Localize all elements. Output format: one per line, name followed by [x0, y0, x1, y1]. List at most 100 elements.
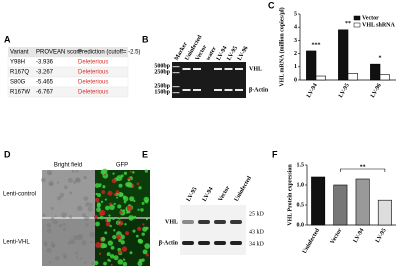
- gfp-cell: [94, 197, 100, 203]
- gel-band: [214, 68, 222, 70]
- gfp-cell: [138, 258, 143, 263]
- gfp-cell: [98, 184, 101, 188]
- gfp-cell: [140, 208, 144, 212]
- gel-band: [172, 66, 180, 68]
- lane-label: LV-96: [237, 45, 250, 61]
- gfp-cell: [142, 223, 145, 226]
- bf-texture: [91, 261, 95, 265]
- bf-texture: [73, 180, 77, 184]
- bf-texture: [87, 206, 93, 212]
- table-cell: R167Q: [10, 70, 29, 76]
- x-tick-label: LV-95: [375, 228, 388, 244]
- gfp-cell: [123, 171, 128, 175]
- panel-label: E: [142, 149, 148, 159]
- gfp-cell: [97, 193, 102, 198]
- panel-label: A: [4, 34, 11, 44]
- lane-label: LV-94: [202, 186, 215, 202]
- gfp-cell: [109, 254, 115, 259]
- gfp-cell: [127, 179, 131, 182]
- size-label: 250bp: [154, 69, 170, 75]
- gfp-cell: [107, 240, 114, 246]
- bf-texture: [52, 244, 56, 248]
- gfp-cell: [118, 217, 121, 220]
- bf-texture: [77, 205, 83, 212]
- bf-texture: [75, 256, 79, 259]
- gfp-cell: [113, 255, 119, 261]
- y-tick-label: 1: [294, 64, 297, 70]
- y-tick-label: 5: [294, 11, 297, 17]
- gfp-cell: [126, 205, 133, 211]
- size-label: 25 kD: [249, 211, 265, 217]
- gel-band: [224, 89, 233, 91]
- gfp-cell: [117, 204, 122, 209]
- blot-band: [230, 241, 242, 245]
- bar: [311, 176, 326, 226]
- gfp-cell: [98, 252, 102, 255]
- table-cell: Deleterious: [78, 80, 108, 86]
- gfp-cell: [118, 192, 124, 198]
- blot-band: [230, 220, 242, 224]
- lane-label: Uninfected: [234, 175, 254, 203]
- bf-texture: [56, 181, 60, 184]
- bf-texture: [47, 228, 52, 234]
- band-label: β-Actin: [249, 87, 269, 93]
- gfp-cell: [103, 261, 107, 266]
- gfp-cell: [117, 250, 122, 255]
- gel-band: [214, 89, 222, 91]
- table-header-bg: [8, 47, 128, 57]
- band-label: VHL: [249, 66, 262, 72]
- table-row-bg: [7, 86, 129, 98]
- gfp-cell: [102, 243, 108, 248]
- gfp-cell: [111, 178, 117, 184]
- gfp-cell: [128, 215, 134, 221]
- bf-texture: [49, 182, 53, 186]
- bar: [379, 74, 390, 81]
- bf-texture: [85, 202, 90, 207]
- bf-texture: [84, 261, 87, 264]
- gfp-cell: [129, 251, 133, 255]
- bf-texture: [71, 169, 75, 173]
- gfp-cell: [135, 234, 139, 238]
- gfp-cell: [126, 181, 133, 188]
- bf-texture: [89, 231, 96, 238]
- blot-band: [214, 220, 226, 224]
- gfp-cell: [124, 223, 127, 226]
- table-cell: R167W: [10, 90, 30, 96]
- y-axis-label: VHL Protein expression: [287, 164, 293, 226]
- y-tick-label: 1.0: [297, 182, 305, 188]
- gfp-cell: [104, 198, 107, 201]
- gfp-cell: [137, 238, 143, 244]
- gfp-cell: [110, 245, 115, 250]
- gfp-cell: [144, 169, 148, 173]
- gfp-cell: [118, 183, 123, 188]
- blot: [180, 205, 246, 255]
- y-tick-label: 4: [294, 25, 297, 31]
- gfp-cell: [145, 218, 148, 221]
- bf-texture: [79, 234, 82, 238]
- gfp-cell: [137, 208, 140, 211]
- blot-band: [198, 241, 210, 245]
- significance-bracket: [340, 168, 386, 172]
- bar: [333, 184, 348, 226]
- table-header: PROVEAN score: [36, 50, 82, 56]
- gfp-cell: [100, 236, 106, 242]
- gfp-cell: [113, 229, 116, 232]
- bright-field-image: [42, 170, 95, 218]
- gfp-cell: [102, 185, 106, 189]
- bf-texture: [61, 212, 67, 219]
- table-cell: -6.767: [36, 90, 54, 96]
- blot-band: [182, 220, 194, 224]
- column-label: Bright field: [54, 163, 82, 169]
- table-cell: S80G: [10, 80, 26, 86]
- gfp-cell: [145, 253, 149, 257]
- table-row-bg: [7, 76, 129, 88]
- gfp-cell: [118, 238, 122, 243]
- y-tick-label: 0.5: [297, 202, 305, 208]
- table-cell: -3.936: [36, 60, 54, 66]
- x-tick-label: Uninfected: [302, 227, 322, 255]
- bf-texture: [54, 215, 57, 218]
- significance: ***: [312, 42, 321, 48]
- bf-texture: [84, 215, 90, 222]
- gfp-cell: [108, 214, 111, 217]
- row-label: Lenti-control: [3, 192, 36, 198]
